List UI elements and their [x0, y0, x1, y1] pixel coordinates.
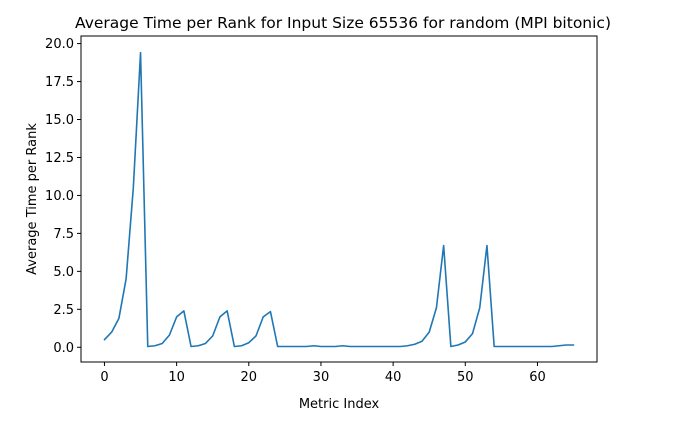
- y-axis-ticks: 0.0 2.5 5.0 7.5 10.0 12.5 15.0 17.5 20.0: [45, 37, 81, 356]
- y-tick-label: 0.0: [53, 341, 74, 356]
- y-tick-label: 17.5: [45, 75, 74, 90]
- y-tick-label: 10.0: [45, 189, 74, 204]
- x-tick-label: 40: [385, 370, 402, 385]
- y-tick-label: 12.5: [45, 151, 74, 166]
- x-tick-label: 60: [529, 370, 546, 385]
- x-axis-label: Metric Index: [299, 397, 380, 412]
- y-axis-label: Average Time per Rank: [25, 123, 40, 275]
- y-tick-label: 15.0: [45, 113, 74, 128]
- x-tick-label: 10: [168, 370, 185, 385]
- series-line: [103, 51, 575, 348]
- chart-title: Average Time per Rank for Input Size 655…: [75, 14, 611, 32]
- y-tick-label: 2.5: [53, 303, 74, 318]
- plot-area-frame: [80, 35, 598, 363]
- y-tick-label: 7.5: [53, 227, 74, 242]
- x-tick-label: 50: [457, 370, 474, 385]
- y-tick-label: 20.0: [45, 37, 74, 52]
- x-tick-label: 0: [100, 370, 108, 385]
- x-tick-label: 30: [313, 370, 330, 385]
- x-tick-label: 20: [241, 370, 258, 385]
- x-axis-ticks: 0 10 20 30 40 50 60: [100, 362, 546, 385]
- y-tick-label: 5.0: [53, 265, 74, 280]
